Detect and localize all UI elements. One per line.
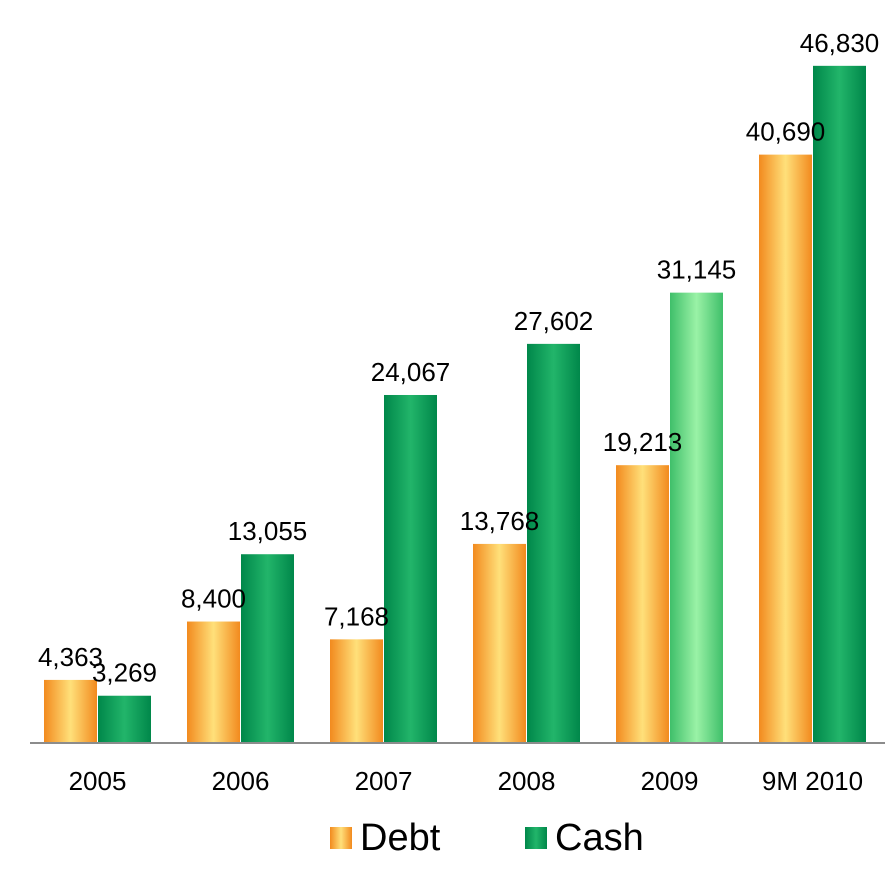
- bar-cash-2005: [98, 695, 151, 743]
- data-label-debt-2009: 19,213: [603, 427, 683, 457]
- data-label-debt-9m-2010: 40,690: [746, 117, 826, 147]
- bar-cash-2008: [527, 343, 580, 743]
- legend-item-debt: Debt: [330, 808, 440, 868]
- bar-debt-2005: [44, 679, 97, 743]
- data-label-cash-2008: 27,602: [514, 306, 594, 336]
- legend: Debt Cash: [0, 808, 895, 868]
- data-label-debt-2008: 13,768: [460, 506, 540, 536]
- data-label-cash-2009: 31,145: [657, 255, 737, 285]
- bar-cash-2007: [384, 394, 437, 743]
- legend-swatch-cash: [525, 827, 547, 849]
- data-label-cash-9m-2010: 46,830: [800, 28, 880, 58]
- bar-cash-2009: [670, 292, 723, 743]
- x-tick-label: 2008: [498, 766, 556, 796]
- bar-debt-2006: [187, 621, 240, 743]
- data-label-cash-2006: 13,055: [228, 516, 308, 546]
- bar-debt-2009: [616, 465, 669, 743]
- bar-debt-2008: [473, 543, 526, 743]
- bar-debt-2007: [330, 639, 383, 743]
- x-tick-label: 2006: [212, 766, 270, 796]
- bar-cash-2006: [241, 554, 294, 743]
- data-label-debt-2007: 7,168: [324, 601, 389, 631]
- x-tick-label: 2005: [69, 766, 127, 796]
- legend-label-debt: Debt: [360, 816, 441, 859]
- data-label-cash-2007: 24,067: [371, 357, 451, 387]
- legend-label-cash: Cash: [555, 816, 644, 859]
- data-label-debt-2006: 8,400: [181, 584, 246, 614]
- bar-debt-9m-2010: [759, 154, 812, 743]
- legend-swatch-debt: [330, 827, 352, 849]
- legend-item-cash: Cash: [525, 808, 644, 868]
- data-label-debt-2005: 4,363: [38, 642, 103, 672]
- x-tick-label: 2007: [355, 766, 413, 796]
- x-tick-label: 9M 2010: [762, 766, 863, 796]
- data-label-cash-2005: 3,269: [92, 658, 157, 688]
- bar-cash-9m-2010: [813, 65, 866, 744]
- x-tick-label: 2009: [641, 766, 699, 796]
